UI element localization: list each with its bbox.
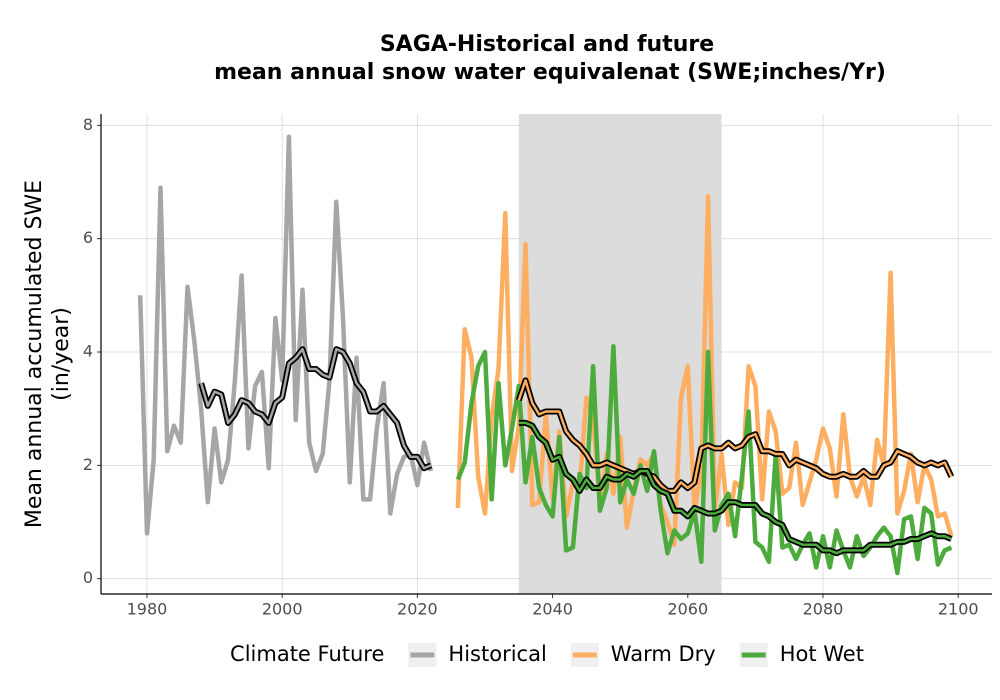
x-tick-label: 2020 — [397, 600, 438, 619]
x-tick-label: 2000 — [262, 600, 303, 619]
x-tick-label: 2040 — [532, 600, 573, 619]
x-tick-label: 1980 — [127, 600, 168, 619]
legend: Climate Future Historical Warm Dry Hot Wet — [230, 642, 864, 667]
chart-title: mean annual snow water equivalenat (SWE;… — [214, 60, 886, 85]
legend-label: Hot Wet — [780, 642, 864, 666]
smoothed-line-core — [199, 347, 432, 470]
series-line — [137, 134, 434, 536]
y-tick-label: 8 — [83, 115, 93, 134]
x-tick-label: 2080 — [803, 600, 844, 619]
y-tick-label: 2 — [83, 455, 93, 474]
legend-title: Climate Future — [230, 642, 384, 666]
smoothed-line-core — [517, 379, 953, 493]
y-axis-label: Mean annual accumulated SWE — [22, 180, 47, 528]
x-tick-label: 2060 — [667, 600, 708, 619]
y-tick-label: 4 — [83, 342, 93, 361]
legend-label: Warm Dry — [611, 642, 716, 666]
smoothed-line-core — [518, 421, 952, 555]
y-tick-label: 0 — [83, 568, 93, 587]
x-tick-label: 2100 — [938, 600, 979, 619]
chart-title: SAGA-Historical and future — [380, 32, 714, 57]
legend-label: Historical — [448, 642, 546, 666]
y-tick-label: 6 — [83, 228, 93, 247]
y-axis-label: (in/year) — [49, 307, 74, 401]
